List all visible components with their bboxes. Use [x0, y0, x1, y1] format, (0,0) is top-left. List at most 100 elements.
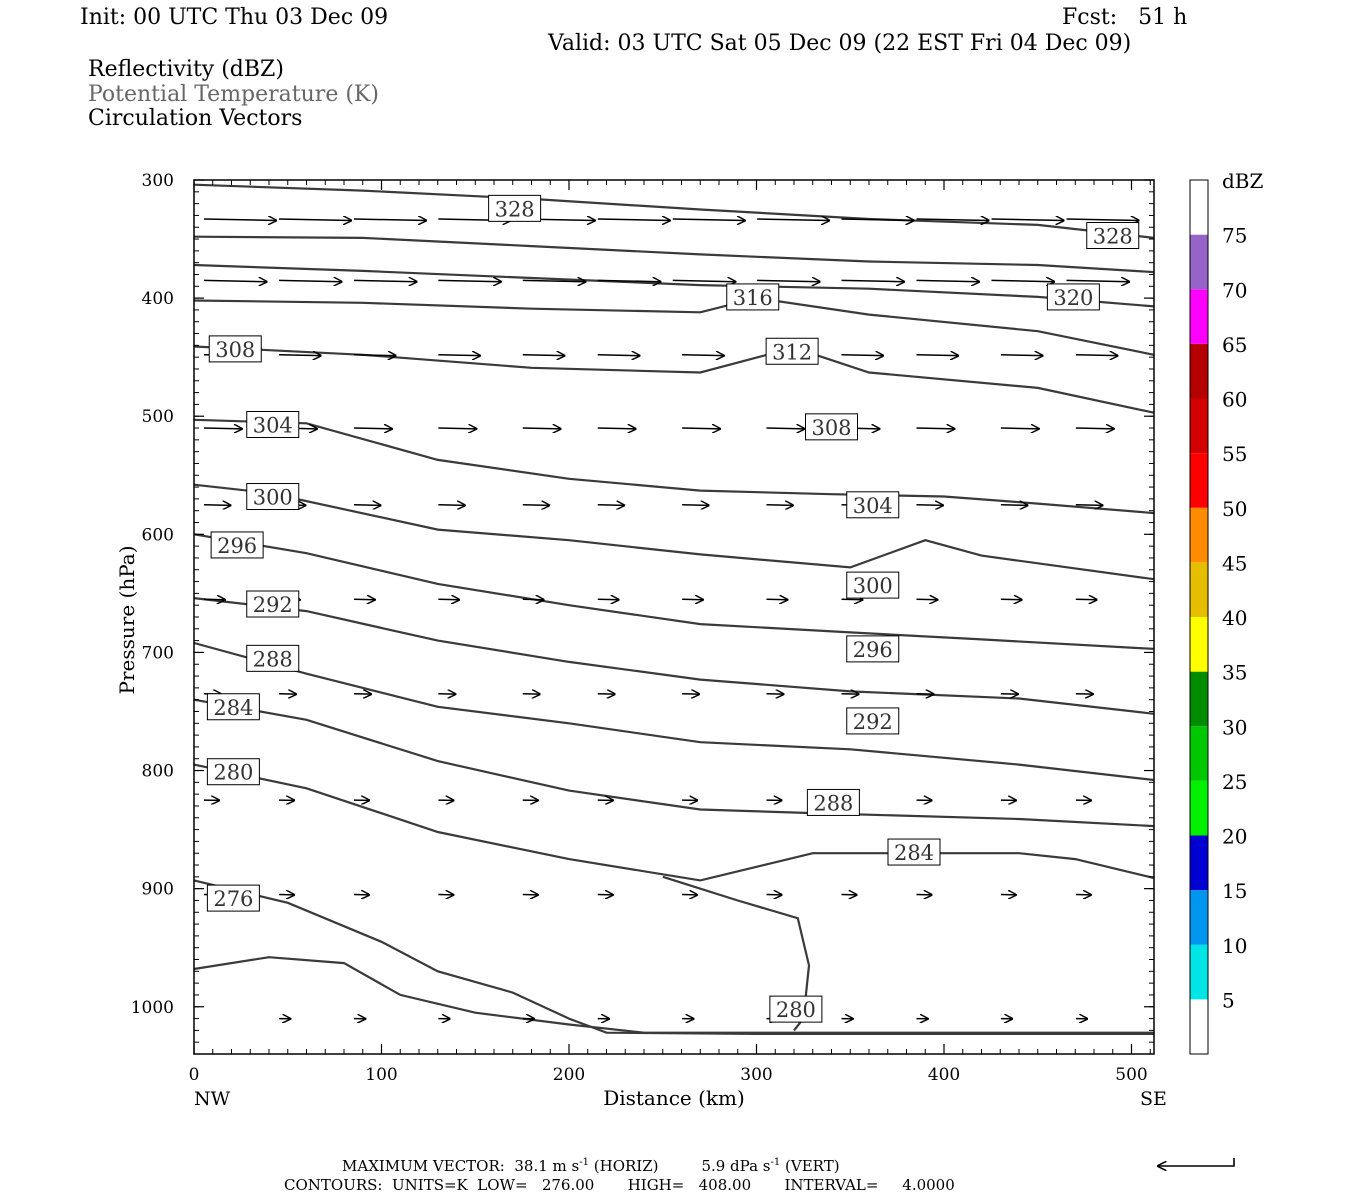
x-axis-label: Distance (km) — [603, 1086, 745, 1110]
contour-label: 288 — [813, 791, 853, 815]
isentropes — [193, 183, 1155, 1035]
contour-label: 300 — [253, 486, 293, 510]
x-tick-label: 300 — [740, 1065, 772, 1085]
x-tick-label: 200 — [553, 1065, 585, 1085]
vector-arrow — [841, 355, 884, 356]
colorbar-level-label: 60 — [1222, 388, 1247, 412]
vector-arrow — [682, 428, 720, 429]
isentrope-320 — [193, 263, 1155, 308]
vector-arrow — [438, 428, 476, 429]
contour-label-box — [246, 590, 300, 618]
vector-arrow — [1000, 428, 1039, 429]
vector-arrow — [353, 355, 396, 356]
axis-ticks: 300 400 500 600 700 800 900 1000 0 100 200 300 400 50… — [131, 171, 1154, 1085]
vector-arrow — [597, 505, 625, 506]
max-vector-readout: MAXIMUM VECTOR: 38.1 m s-1 (HORIZ) 5.9 d… — [342, 1157, 840, 1175]
colorbar-segment — [1190, 671, 1208, 727]
contour-label-box — [1086, 222, 1140, 250]
x-end-label-nw: NW — [194, 1088, 231, 1110]
vector-arrow — [203, 280, 267, 281]
colorbar-level-label: 65 — [1222, 333, 1247, 357]
vector-arrow — [1000, 355, 1043, 356]
colorbar-segment — [1190, 453, 1208, 508]
init-time: Init: 00 UTC Thu 03 Dec 09 — [80, 5, 389, 30]
y-tick-label: 1000 — [131, 998, 174, 1018]
x-tick-label: 400 — [928, 1065, 960, 1085]
colorbar-segment — [1190, 999, 1208, 1054]
isentrope-292 — [193, 641, 1155, 782]
vector-arrow — [353, 280, 417, 281]
colorbar-segment — [1190, 398, 1208, 454]
y-tick-label: 500 — [142, 407, 174, 427]
colorbar-segment — [1190, 507, 1208, 563]
x-tick-label: 100 — [365, 1065, 397, 1085]
vector-arrow — [1066, 280, 1130, 281]
contour-label-box — [206, 758, 260, 786]
contour-label: 300 — [853, 574, 893, 598]
vector-arrow — [1000, 505, 1028, 506]
contour-label-box — [246, 410, 300, 438]
isentrope-300 — [193, 533, 1155, 650]
vector-arrow — [203, 428, 242, 429]
colorbar-level-label: 5 — [1222, 988, 1235, 1012]
contour-label: 316 — [733, 286, 773, 310]
colorbar-level-label: 50 — [1222, 497, 1247, 521]
colorbar-segment — [1190, 180, 1208, 235]
vector-arrow — [438, 280, 501, 281]
colorbar-segment — [1190, 343, 1208, 399]
contour-labels: 328 328 316 320 308 312 304 308 300 304 296 300 292 2… — [206, 194, 1140, 1023]
contour-label: 304 — [253, 413, 293, 437]
vector-arrow — [682, 505, 709, 506]
contour-label-box — [488, 194, 542, 222]
vector-arrow — [278, 280, 342, 281]
vector-arrow — [597, 355, 640, 356]
vector-arrow — [766, 505, 794, 506]
contour-label-box — [846, 571, 900, 599]
colorbar-level-label: 40 — [1222, 606, 1247, 630]
colorbar-segment — [1190, 944, 1208, 1000]
colorbar-level-label: 75 — [1222, 224, 1247, 248]
y-tick-label: 800 — [142, 762, 174, 782]
contour-label: 280 — [213, 761, 253, 785]
x-end-label-se: SE — [1140, 1088, 1167, 1110]
contour-label: 308 — [215, 338, 255, 362]
isentrope-276 — [193, 956, 1154, 1034]
vector-arrow — [522, 280, 586, 281]
vector-arrow — [1075, 428, 1114, 429]
contour-label-box — [765, 337, 819, 365]
vector-arrow — [438, 355, 480, 356]
contour-label-box — [726, 283, 780, 311]
field-reflectivity: Reflectivity (dBZ) — [88, 57, 284, 82]
contour-label: 296 — [217, 534, 257, 558]
colorbar-level-label: 35 — [1222, 661, 1247, 685]
contour-label-box — [846, 635, 900, 663]
contour-label: 284 — [213, 696, 253, 720]
y-axis-label: Pressure (hPa) — [115, 546, 139, 695]
colorbar-segment — [1190, 780, 1208, 836]
vector-arrow — [841, 219, 914, 221]
vector-arrow — [353, 219, 426, 221]
contour-label: 296 — [853, 638, 893, 662]
isentrope-316 — [193, 296, 1155, 356]
vector-arrow — [916, 219, 989, 221]
colorbar-segment — [1190, 726, 1208, 781]
y-tick-label: 900 — [142, 880, 174, 900]
vector-arrow — [916, 280, 980, 281]
contour-label: 288 — [253, 647, 293, 671]
contour-info: CONTOURS: UNITS=K LOW= 276.00 HIGH= 408.… — [284, 1176, 955, 1194]
contour-label: 312 — [772, 340, 812, 364]
contour-label-box — [805, 413, 858, 441]
colorbar-segment — [1190, 835, 1208, 891]
vector-arrow — [1066, 219, 1139, 221]
vector-arrow — [682, 355, 724, 356]
contour-label-box — [806, 788, 860, 816]
colorbar-level-label: 25 — [1222, 770, 1247, 794]
vector-arrow — [203, 505, 231, 506]
isentrope-324 — [193, 235, 1155, 274]
colorbar-segment — [1190, 289, 1208, 344]
colorbar-level-label: 55 — [1222, 442, 1247, 466]
field-potential-temperature: Potential Temperature (K) — [88, 82, 379, 107]
colorbar-segment — [1190, 890, 1208, 945]
colorbar-unit: dBZ — [1222, 169, 1264, 193]
vector-arrow — [438, 505, 465, 506]
